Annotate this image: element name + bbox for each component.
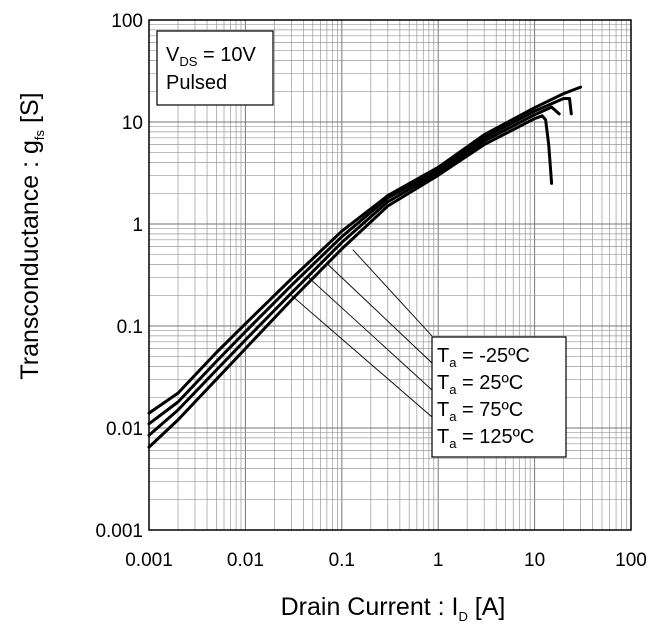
x-tick-label: 0.001 <box>125 550 173 571</box>
legend-leader-lines <box>291 249 433 418</box>
y-tick-label: 0.1 <box>117 317 143 338</box>
x-tick-label: 0.01 <box>227 550 264 571</box>
x-tick-label: 100 <box>615 550 647 571</box>
y-axis-title: Transconductance : gfs [S] <box>16 92 47 379</box>
conditions-box <box>156 30 274 106</box>
legend-entry: Ta = 125ºC <box>437 426 534 451</box>
legend-leader-line <box>352 249 433 337</box>
tick-labels: 0.001 0.01 0.1 1 10 100 0.001 0.01 0.1 1 10 100 <box>95 11 646 571</box>
x-tick-label: 1 <box>433 550 444 571</box>
series-line <box>147 105 561 437</box>
plot-frame <box>148 19 632 531</box>
x-tick-label: 0.1 <box>329 550 355 571</box>
legend-entry: Ta = 25ºC <box>437 372 523 397</box>
condition-pulsed: Pulsed <box>166 72 227 94</box>
legend-leader-line <box>326 263 433 364</box>
legend-entry: Ta = -25ºC <box>437 345 530 370</box>
x-axis-title: Drain Current : ID [A] <box>281 593 506 624</box>
y-tick-label: 1 <box>132 215 143 236</box>
y-tick-label: 0.001 <box>95 521 143 542</box>
x-tick-label: 10 <box>524 550 545 571</box>
legend-leader-line <box>291 294 433 418</box>
condition-vds: VDS = 10V <box>166 44 256 69</box>
series-line <box>147 114 554 449</box>
series-line <box>147 97 573 426</box>
legend-leader-line <box>308 277 433 391</box>
y-tick-label: 10 <box>122 113 143 134</box>
series-line <box>147 85 583 415</box>
series-curves <box>147 85 583 449</box>
legend-box <box>431 336 567 458</box>
legend-entry: Ta = 75ºC <box>437 399 523 424</box>
y-tick-label: 0.01 <box>106 419 143 440</box>
y-tick-label: 100 <box>111 11 143 32</box>
